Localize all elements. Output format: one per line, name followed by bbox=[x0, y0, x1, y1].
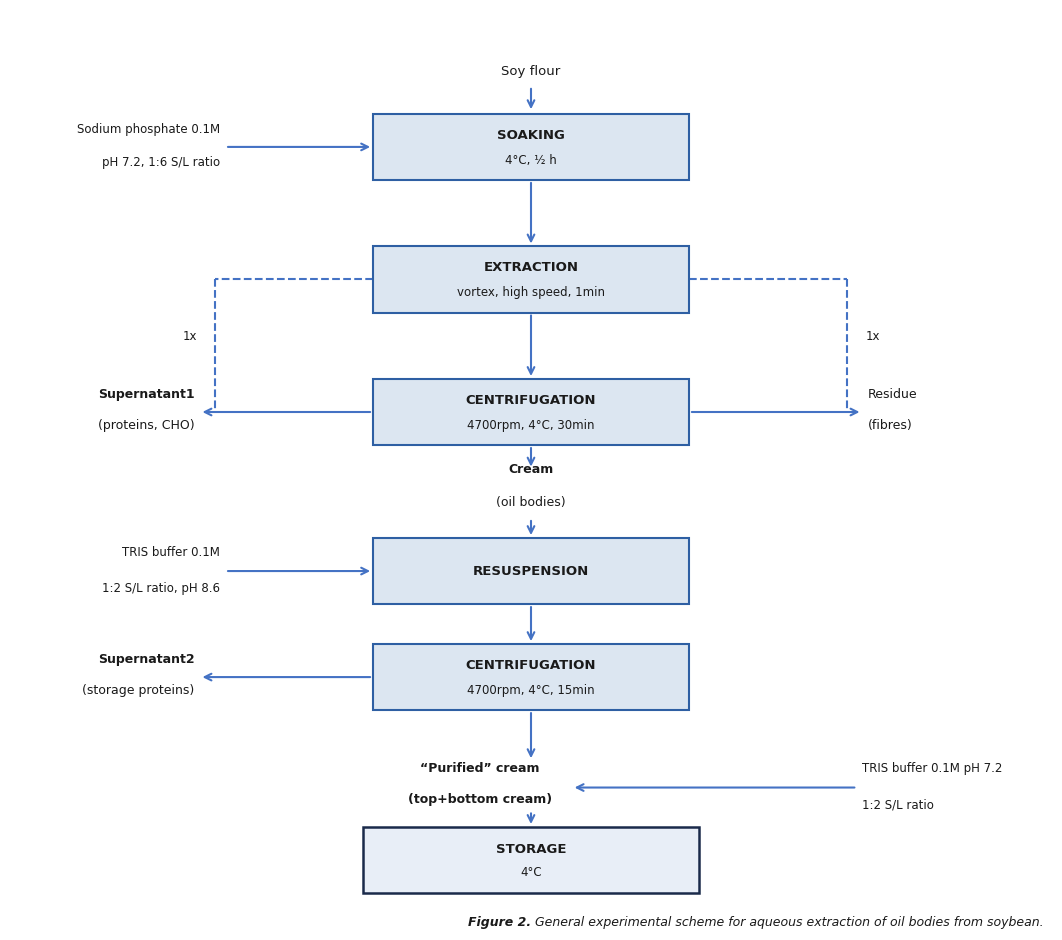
Text: SOAKING: SOAKING bbox=[497, 129, 565, 142]
Text: Supernatant1: Supernatant1 bbox=[98, 388, 194, 401]
FancyBboxPatch shape bbox=[373, 644, 689, 711]
Text: (top+bottom cream): (top+bottom cream) bbox=[408, 792, 552, 806]
Text: vortex, high speed, 1min: vortex, high speed, 1min bbox=[457, 286, 605, 299]
Text: 4700rpm, 4°C, 15min: 4700rpm, 4°C, 15min bbox=[467, 683, 595, 697]
Text: CENTRIFUGATION: CENTRIFUGATION bbox=[466, 659, 596, 672]
Text: 4700rpm, 4°C, 30min: 4700rpm, 4°C, 30min bbox=[467, 418, 595, 431]
Text: Residue: Residue bbox=[868, 388, 918, 401]
Text: TRIS buffer 0.1M pH 7.2: TRIS buffer 0.1M pH 7.2 bbox=[862, 762, 1003, 775]
Text: TRIS buffer 0.1M: TRIS buffer 0.1M bbox=[122, 546, 220, 558]
Text: (storage proteins): (storage proteins) bbox=[83, 684, 194, 697]
FancyBboxPatch shape bbox=[373, 114, 689, 180]
Text: General experimental scheme for aqueous extraction of oil bodies from soybean.: General experimental scheme for aqueous … bbox=[531, 916, 1044, 929]
FancyBboxPatch shape bbox=[373, 379, 689, 446]
Text: 1:2 S/L ratio: 1:2 S/L ratio bbox=[862, 798, 935, 811]
Text: 1x: 1x bbox=[183, 330, 196, 343]
Text: Figure 2.: Figure 2. bbox=[468, 916, 531, 929]
FancyBboxPatch shape bbox=[373, 246, 689, 313]
Text: Sodium phosphate 0.1M: Sodium phosphate 0.1M bbox=[76, 123, 220, 136]
Text: “Purified” cream: “Purified” cream bbox=[421, 762, 539, 775]
Text: 4°C, ½ h: 4°C, ½ h bbox=[506, 153, 556, 166]
Text: Cream: Cream bbox=[509, 462, 553, 476]
Text: CENTRIFUGATION: CENTRIFUGATION bbox=[466, 394, 596, 407]
Text: Supernatant2: Supernatant2 bbox=[98, 653, 194, 666]
Text: 1:2 S/L ratio, pH 8.6: 1:2 S/L ratio, pH 8.6 bbox=[102, 582, 220, 595]
FancyBboxPatch shape bbox=[373, 538, 689, 604]
Text: EXTRACTION: EXTRACTION bbox=[483, 261, 579, 274]
Text: RESUSPENSION: RESUSPENSION bbox=[473, 565, 589, 577]
Text: 1x: 1x bbox=[866, 330, 879, 343]
Text: STORAGE: STORAGE bbox=[496, 843, 566, 856]
Text: (proteins, CHO): (proteins, CHO) bbox=[98, 419, 194, 432]
Text: (fibres): (fibres) bbox=[868, 419, 912, 432]
Text: (oil bodies): (oil bodies) bbox=[496, 496, 566, 509]
FancyBboxPatch shape bbox=[363, 827, 699, 893]
Text: Soy flour: Soy flour bbox=[501, 65, 561, 78]
Text: pH 7.2, 1:6 S/L ratio: pH 7.2, 1:6 S/L ratio bbox=[102, 156, 220, 169]
Text: 4°C: 4°C bbox=[520, 866, 542, 879]
